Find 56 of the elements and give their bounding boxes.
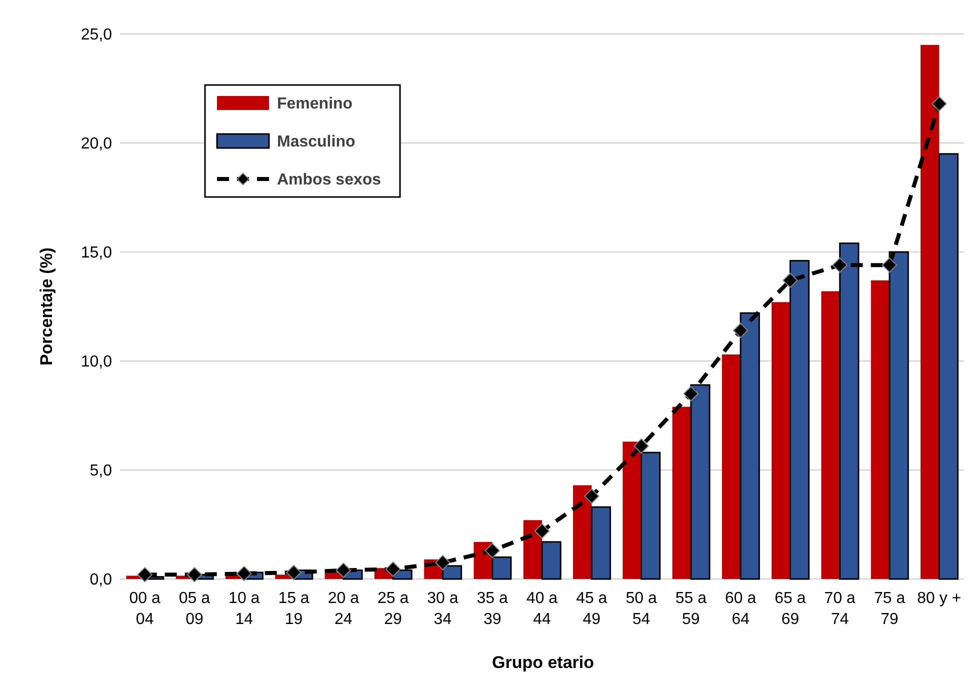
x-tick-label: 65 a 69: [774, 590, 806, 628]
x-tick-label: 10 a 14: [228, 590, 260, 628]
x-axis-title: Grupo etario: [492, 653, 594, 672]
x-tick-label: 25 a 29: [377, 590, 409, 628]
y-tick-label: 25,0: [80, 26, 112, 44]
x-tick-label: 60 a 64: [725, 590, 756, 628]
bar: [772, 302, 790, 579]
x-tick-label: 75 a 79: [874, 590, 906, 628]
x-tick-label: 55 a 59: [675, 590, 707, 628]
y-tick-label: 10,0: [80, 354, 112, 371]
bar: [938, 153, 959, 580]
point: [336, 562, 352, 578]
x-tick-label: 15 a 19: [278, 590, 310, 628]
x-tick-label: 05 a 09: [178, 590, 210, 628]
bar: [821, 291, 840, 579]
y-tick-label: 15,0: [80, 244, 112, 262]
point: [732, 322, 748, 338]
bar: [672, 406, 691, 579]
x-tick-label: 45 a 49: [576, 590, 608, 628]
x-tick-label: 30 a 34: [427, 590, 458, 628]
point: [484, 543, 500, 558]
x-tick-label: 70 a 74: [824, 590, 856, 628]
bar: [573, 485, 592, 579]
x-tick-label: 40 a 44: [526, 590, 558, 628]
legend-label: Masculino: [277, 134, 356, 151]
point: [385, 562, 401, 577]
x-tick-label: 00 a 04: [129, 590, 160, 628]
x-tick-label: 20 a 24: [328, 590, 360, 628]
legend-label: Ambos sexos: [277, 172, 382, 189]
point: [534, 523, 550, 539]
bar: [870, 280, 890, 579]
point: [683, 386, 699, 402]
y-tick-label: 0,0: [90, 572, 112, 589]
point: [186, 567, 202, 582]
point: [932, 96, 947, 112]
point: [236, 566, 252, 582]
point: [286, 564, 302, 580]
y-tick-label: 5,0: [90, 462, 112, 480]
bar: [590, 506, 612, 580]
point: [832, 257, 848, 273]
point: [782, 272, 798, 288]
y-axis-title: Porcentaje (%): [37, 247, 56, 366]
point: [137, 567, 152, 582]
legend-label: Femenino: [277, 96, 353, 113]
bar: [920, 44, 940, 579]
x-tick-label: 35 a 39: [476, 590, 508, 628]
bar: [541, 541, 562, 580]
point: [882, 257, 898, 273]
x-tick-label: 50 a 54: [626, 590, 657, 628]
point: [435, 555, 450, 570]
bar: [622, 442, 642, 579]
point: [634, 438, 649, 454]
point: [584, 488, 600, 504]
y-tick-label: 20,0: [80, 136, 112, 153]
bar: [722, 354, 741, 579]
x-tick-label: 80 y +: [917, 590, 962, 607]
